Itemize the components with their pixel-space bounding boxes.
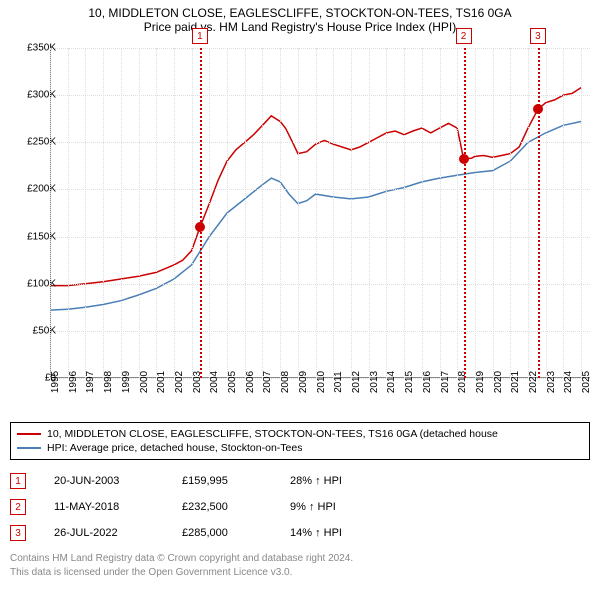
chart-header: 10, MIDDLETON CLOSE, EAGLESCLIFFE, STOCK…	[0, 0, 600, 38]
x-tick-label: 2016	[422, 371, 433, 393]
x-tick-label: 2015	[404, 371, 415, 393]
plot-frame	[50, 48, 590, 378]
x-tick-label: 2014	[386, 371, 397, 393]
x-tick-label: 2002	[174, 371, 185, 393]
sale-date-2: 11-MAY-2018	[54, 501, 154, 513]
y-tick-label: £0	[8, 373, 56, 384]
sale-pct-1: 28% ↑ HPI	[290, 475, 390, 487]
y-tick-label: £250K	[8, 137, 56, 148]
sale-date-1: 20-JUN-2003	[54, 475, 154, 487]
y-tick-label: £100K	[8, 278, 56, 289]
marker-line	[200, 48, 202, 378]
sale-marker-1: 1	[10, 473, 26, 489]
legend-label-hpi: HPI: Average price, detached house, Stoc…	[47, 442, 302, 454]
x-tick-label: 2013	[369, 371, 380, 393]
sale-price-3: £285,000	[182, 527, 262, 539]
title-subtitle: Price paid vs. HM Land Registry's House …	[0, 20, 600, 34]
y-tick-label: £200K	[8, 184, 56, 195]
sale-marker-3: 3	[10, 525, 26, 541]
legend-box: 10, MIDDLETON CLOSE, EAGLESCLIFFE, STOCK…	[10, 422, 590, 460]
x-tick-label: 2017	[440, 371, 451, 393]
x-tick-label: 1995	[50, 371, 61, 393]
x-tick-label: 1996	[68, 371, 79, 393]
x-tick-label: 2006	[245, 371, 256, 393]
x-tick-label: 2020	[493, 371, 504, 393]
x-tick-label: 1998	[103, 371, 114, 393]
marker-dot	[195, 222, 205, 232]
legend-item-hpi: HPI: Average price, detached house, Stoc…	[17, 441, 583, 455]
sale-date-3: 26-JUL-2022	[54, 527, 154, 539]
x-tick-label: 2005	[227, 371, 238, 393]
x-tick-label: 2021	[510, 371, 521, 393]
x-tick-label: 1997	[85, 371, 96, 393]
x-tick-label: 2009	[298, 371, 309, 393]
marker-number-box: 2	[456, 28, 472, 44]
sale-row-2: 2 11-MAY-2018 £232,500 9% ↑ HPI	[10, 494, 590, 520]
footer-line-1: Contains HM Land Registry data © Crown c…	[10, 552, 590, 566]
y-tick-label: £350K	[8, 43, 56, 54]
marker-dot	[533, 104, 543, 114]
title-address: 10, MIDDLETON CLOSE, EAGLESCLIFFE, STOCK…	[0, 6, 600, 20]
legend-item-property: 10, MIDDLETON CLOSE, EAGLESCLIFFE, STOCK…	[17, 427, 583, 441]
x-tick-label: 2025	[581, 371, 592, 393]
sale-row-1: 1 20-JUN-2003 £159,995 28% ↑ HPI	[10, 468, 590, 494]
marker-number-box: 1	[192, 28, 208, 44]
legend-swatch-property	[17, 433, 41, 435]
sale-price-2: £232,500	[182, 501, 262, 513]
x-tick-label: 2011	[333, 371, 344, 393]
marker-dot	[459, 154, 469, 164]
x-tick-label: 2023	[546, 371, 557, 393]
sale-pct-2: 9% ↑ HPI	[290, 501, 390, 513]
x-tick-label: 2000	[139, 371, 150, 393]
chart-area: £0 £50K £100K £150K £200K £250K £300K £350K 1995…	[0, 38, 600, 418]
legend-label-property: 10, MIDDLETON CLOSE, EAGLESCLIFFE, STOCK…	[47, 428, 498, 440]
footer-line-2: This data is licensed under the Open Gov…	[10, 566, 590, 580]
marker-line	[538, 48, 540, 378]
x-tick-label: 2001	[156, 371, 167, 393]
x-tick-label: 2004	[209, 371, 220, 393]
y-tick-label: £300K	[8, 90, 56, 101]
sales-table: 1 20-JUN-2003 £159,995 28% ↑ HPI 2 11-MA…	[10, 468, 590, 546]
x-tick-label: 2008	[280, 371, 291, 393]
sale-row-3: 3 26-JUL-2022 £285,000 14% ↑ HPI	[10, 520, 590, 546]
x-tick-label: 2010	[316, 371, 327, 393]
x-tick-label: 2012	[351, 371, 362, 393]
x-tick-label: 2019	[475, 371, 486, 393]
sale-price-1: £159,995	[182, 475, 262, 487]
y-tick-label: £150K	[8, 231, 56, 242]
marker-line	[464, 48, 466, 378]
marker-number-box: 3	[530, 28, 546, 44]
x-tick-label: 1999	[121, 371, 132, 393]
y-tick-label: £50K	[8, 325, 56, 336]
footer-attribution: Contains HM Land Registry data © Crown c…	[10, 552, 590, 579]
sale-pct-3: 14% ↑ HPI	[290, 527, 390, 539]
chart-container: 10, MIDDLETON CLOSE, EAGLESCLIFFE, STOCK…	[0, 0, 600, 590]
x-tick-label: 2024	[563, 371, 574, 393]
x-tick-label: 2007	[262, 371, 273, 393]
legend-swatch-hpi	[17, 447, 41, 449]
sale-marker-2: 2	[10, 499, 26, 515]
